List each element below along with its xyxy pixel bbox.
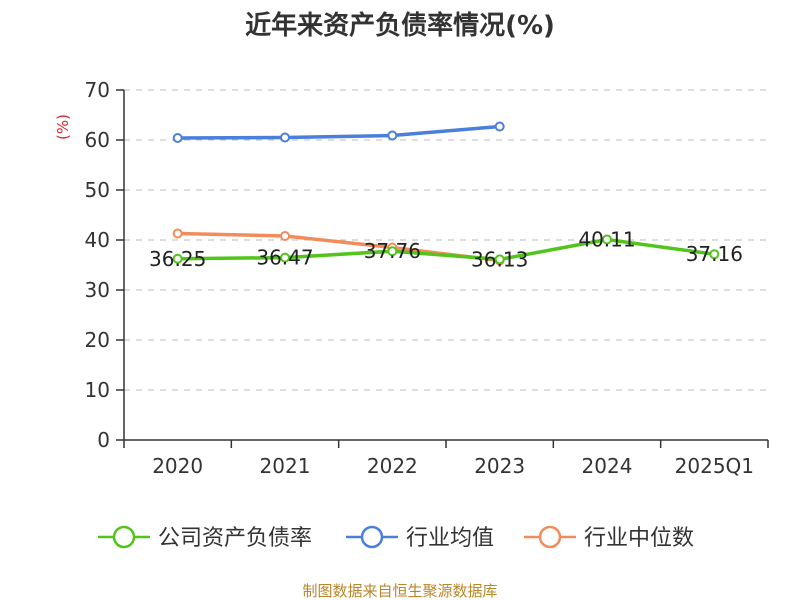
- legend-item: 公司资产负债率: [98, 525, 312, 551]
- data-point: [709, 249, 720, 260]
- source-note: 制图数据来自恒生聚源数据库: [302, 582, 497, 600]
- series-line: [175, 124, 502, 140]
- data-point: [280, 231, 290, 241]
- x-tick-label: 2020: [152, 454, 203, 478]
- y-tick-label: 30: [85, 278, 110, 302]
- data-point: [387, 130, 398, 141]
- data-point: [172, 228, 183, 239]
- legend-label: 公司资产负债率: [158, 526, 312, 551]
- y-tick-label: 0: [97, 428, 110, 452]
- data-label: 37.16: [686, 242, 743, 266]
- data-label: 36.47: [256, 246, 313, 270]
- y-tick-label: 20: [85, 328, 110, 352]
- data-labels: 36.25 36.47 37.76 36.13 40.11 37.16: [149, 227, 743, 271]
- legend-item: 行业均值: [346, 525, 494, 551]
- data-point: [280, 252, 290, 263]
- legend-label: 行业均值: [406, 526, 494, 551]
- y-tick-label: 50: [85, 178, 110, 202]
- y-tick-label: 60: [85, 128, 110, 152]
- series: [172, 121, 720, 266]
- y-tick-label: 70: [85, 78, 110, 102]
- legend-item: 行业中位数: [524, 525, 694, 551]
- data-label: 37.76: [364, 239, 421, 263]
- y-tick-label: 10: [85, 378, 110, 402]
- y-axis-label: (%): [54, 114, 72, 140]
- legend-swatch-marker: [360, 525, 384, 549]
- data-point: [494, 254, 505, 265]
- legend: 公司资产负债率 行业均值 行业中位数: [98, 525, 694, 551]
- data-point: [602, 234, 612, 245]
- data-point: [172, 133, 183, 143]
- data-label: 36.13: [471, 247, 528, 271]
- data-point: [172, 253, 183, 264]
- x-tick-label: 2025Q1: [675, 454, 754, 478]
- data-label: 40.11: [578, 227, 635, 251]
- axes: 0 10 20 30 40 50 60 70 2020 2021 2022 2023 2024 2025Q…: [85, 78, 769, 478]
- chart-title: 近年来资产负债率情况(%): [245, 10, 555, 41]
- x-tick-label: 2021: [260, 454, 311, 478]
- data-point: [280, 132, 290, 143]
- grid: [124, 89, 768, 391]
- x-tick-label: 2024: [582, 454, 633, 478]
- x-tick-label: 2023: [474, 454, 525, 478]
- legend-swatch-marker: [538, 525, 562, 549]
- y-tick-label: 40: [85, 228, 110, 252]
- series-line: [175, 237, 717, 262]
- legend-swatch-marker: [112, 525, 136, 549]
- data-point: [494, 121, 505, 132]
- x-tick-label: 2022: [367, 454, 418, 478]
- data-point: [387, 246, 398, 257]
- legend-label: 行业中位数: [584, 526, 694, 551]
- data-label: 36.25: [149, 247, 206, 271]
